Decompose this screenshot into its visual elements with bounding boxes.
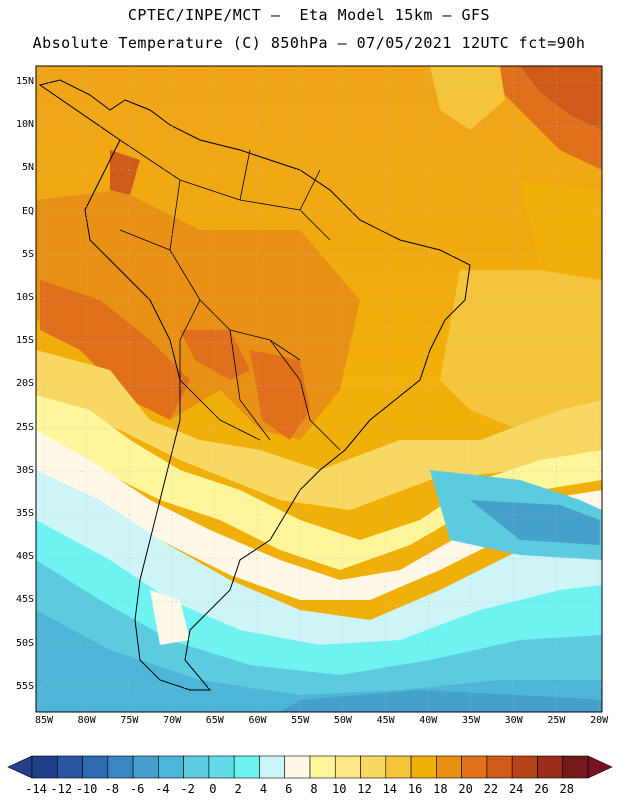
colorbar-segment (486, 755, 513, 779)
colorbar (7, 755, 613, 779)
colorbar-segment (537, 755, 564, 779)
lat-tick-label: 10S (15, 292, 34, 303)
colorbar-segment (56, 755, 83, 779)
colorbar-tick-label: 28 (559, 782, 574, 796)
lon-tick-label: 35W (461, 715, 481, 726)
lon-tick-label: 80W (77, 715, 96, 726)
colorbar-segment (511, 755, 538, 779)
lon-tick-label: 65W (205, 715, 224, 726)
lat-tick-label: 40S (15, 551, 34, 563)
lat-tick-label: 35S (15, 508, 34, 519)
colorbar-tick-label: 8 (310, 782, 318, 796)
lat-tick-label: 20S (15, 378, 34, 390)
lon-tick-label: 45W (376, 715, 395, 726)
colorbar-high-arrow (587, 755, 613, 779)
colorbar-segment (183, 755, 210, 779)
map-frame (35, 65, 603, 713)
colorbar-tick-label: 16 (407, 782, 423, 796)
colorbar-segment (334, 755, 361, 779)
colorbar-segment (410, 755, 437, 779)
colorbar-tick-label: -4 (155, 782, 170, 796)
lat-tick-label: 25S (15, 421, 34, 433)
lon-tick-label: 20W (590, 715, 609, 726)
map-title: CPTEC/INPE/MCT – Eta Model 15km – GFS (127, 6, 491, 24)
colorbar-segment (436, 755, 462, 779)
colorbar-tick-label: 2 (234, 782, 242, 796)
lon-tick-label: 40W (419, 715, 438, 726)
colorbar-segment (107, 755, 134, 779)
colorbar-tick-label: 24 (508, 782, 524, 796)
lat-tick-label: 5S (21, 248, 34, 260)
colorbar-segment (461, 755, 488, 779)
colorbar-tick-label: -2 (180, 782, 195, 796)
colorbar-segment (562, 755, 589, 779)
lat-tick-label: EQ (21, 205, 34, 217)
lat-tick-label: 30S (15, 464, 34, 476)
colorbar-tick-label: 6 (285, 782, 293, 796)
lon-tick-label: 75W (120, 715, 139, 726)
colorbar-tick-label: -6 (129, 782, 145, 796)
colorbar-low-arrow (7, 755, 33, 779)
lon-tick-label: 60W (248, 715, 267, 726)
colorbar-tick-label: 12 (357, 782, 372, 796)
lon-tick-label: 55W (291, 715, 310, 726)
colorbar-segment (82, 755, 109, 779)
colorbar-segment (309, 755, 336, 779)
colorbar-segment (158, 755, 184, 779)
colorbar-segment (360, 755, 387, 779)
lat-tick-label: 5N (21, 162, 34, 174)
lon-tick-label: 70W (163, 715, 182, 726)
lat-tick-label: 15N (15, 76, 34, 87)
colorbar-segment (385, 755, 412, 779)
lat-tick-label: 15S (15, 335, 34, 347)
colorbar-tick-label: -12 (50, 782, 73, 796)
colorbar-tick-label: 4 (259, 782, 268, 796)
colorbar-segment (208, 755, 235, 779)
colorbar-tick-label: 20 (458, 782, 473, 796)
lon-tick-label: 50W (333, 715, 352, 726)
colorbar-tick-label: 18 (433, 782, 448, 796)
temperature-field (36, 66, 602, 712)
colorbar-segment (31, 755, 58, 779)
lat-tick-label: 10N (15, 119, 34, 131)
colorbar-segment (233, 755, 260, 779)
lon-tick-label: 30W (504, 715, 523, 726)
lon-tick-label: 25W (547, 715, 566, 726)
lat-tick-label: 45S (15, 594, 34, 606)
map-subtitle: Absolute Temperature (C) 850hPa – 07/05/… (32, 34, 586, 52)
lat-tick-label: 55S (15, 680, 34, 692)
colorbar-tick-label: -8 (104, 782, 120, 796)
colorbar-tick-label: 26 (534, 782, 549, 796)
lat-tick-label: 50S (15, 637, 34, 649)
colorbar-segment (259, 755, 286, 779)
colorbar-segment (284, 755, 311, 779)
colorbar-tick-label: -10 (75, 782, 98, 796)
colorbar-segment (132, 755, 159, 779)
lon-tick-label: 85W (34, 715, 54, 726)
colorbar-tick-label: -14 (25, 782, 47, 796)
colorbar-tick-label: 0 (209, 782, 217, 796)
colorbar-tick-label: 14 (382, 782, 398, 796)
colorbar-tick-label: 10 (332, 782, 347, 796)
colorbar-tick-label: 22 (483, 782, 499, 796)
